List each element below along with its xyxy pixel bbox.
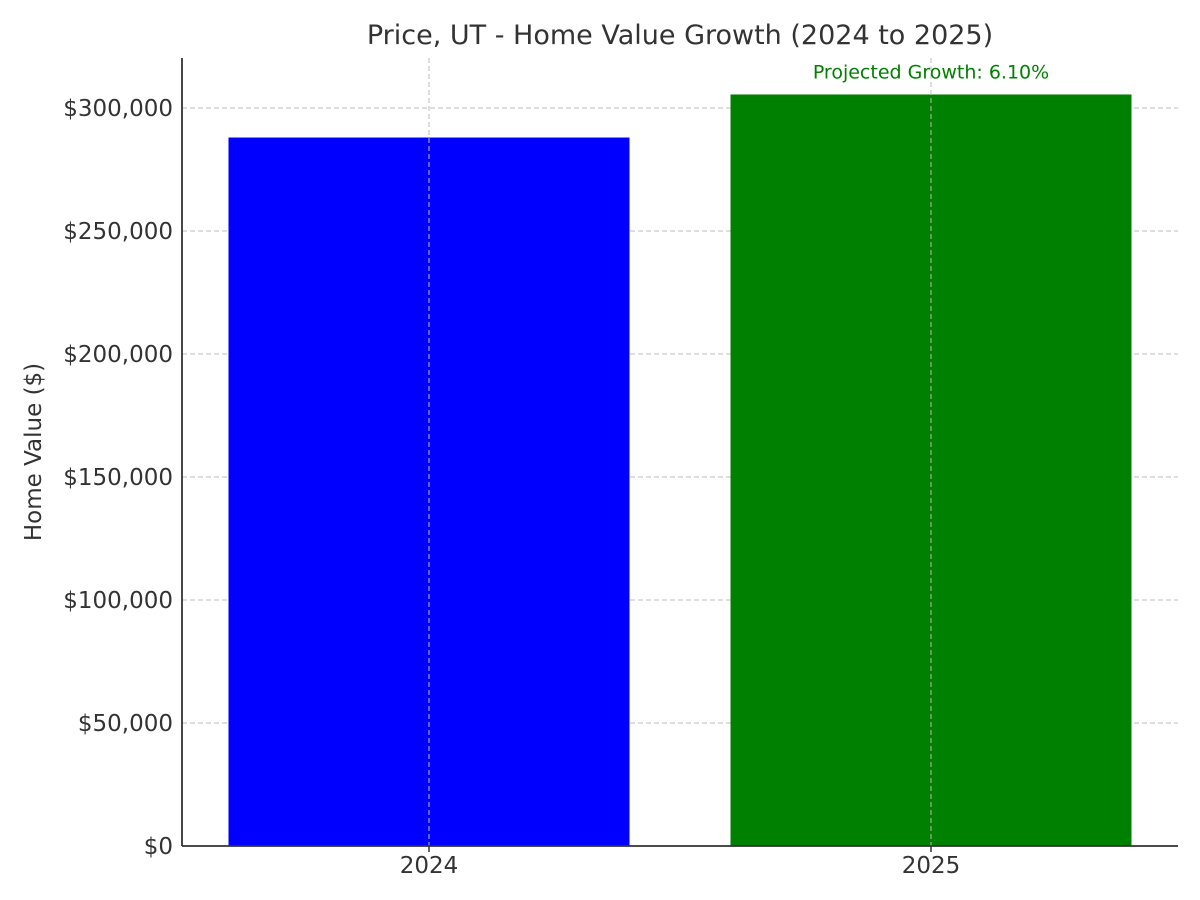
growth-annotation: Projected Growth: 6.10%: [813, 61, 1049, 83]
y-tick-label: $100,000: [63, 588, 173, 614]
y-tick-label: $300,000: [63, 96, 173, 122]
y-tick-label: $50,000: [78, 711, 173, 737]
y-axis-label: Home Value ($): [21, 363, 47, 541]
x-tick-label: 2025: [902, 853, 961, 879]
bars: [228, 58, 1132, 847]
y-tick-label: $250,000: [63, 219, 173, 245]
y-tick-label: $0: [144, 834, 173, 860]
axes: [181, 58, 1178, 847]
x-tick-labels: 2024 2025: [400, 846, 961, 879]
y-tick-labels: $0 $50,000 $100,000 $150,000 $200,000 $250,00…: [63, 96, 173, 860]
y-tick-label: $150,000: [63, 465, 173, 491]
x-tick-label: 2024: [400, 853, 459, 879]
grid-lines: [182, 107, 1178, 724]
y-tick-label: $200,000: [63, 342, 173, 368]
chart-title: Price, UT - Home Value Growth (2024 to 2…: [367, 20, 993, 51]
